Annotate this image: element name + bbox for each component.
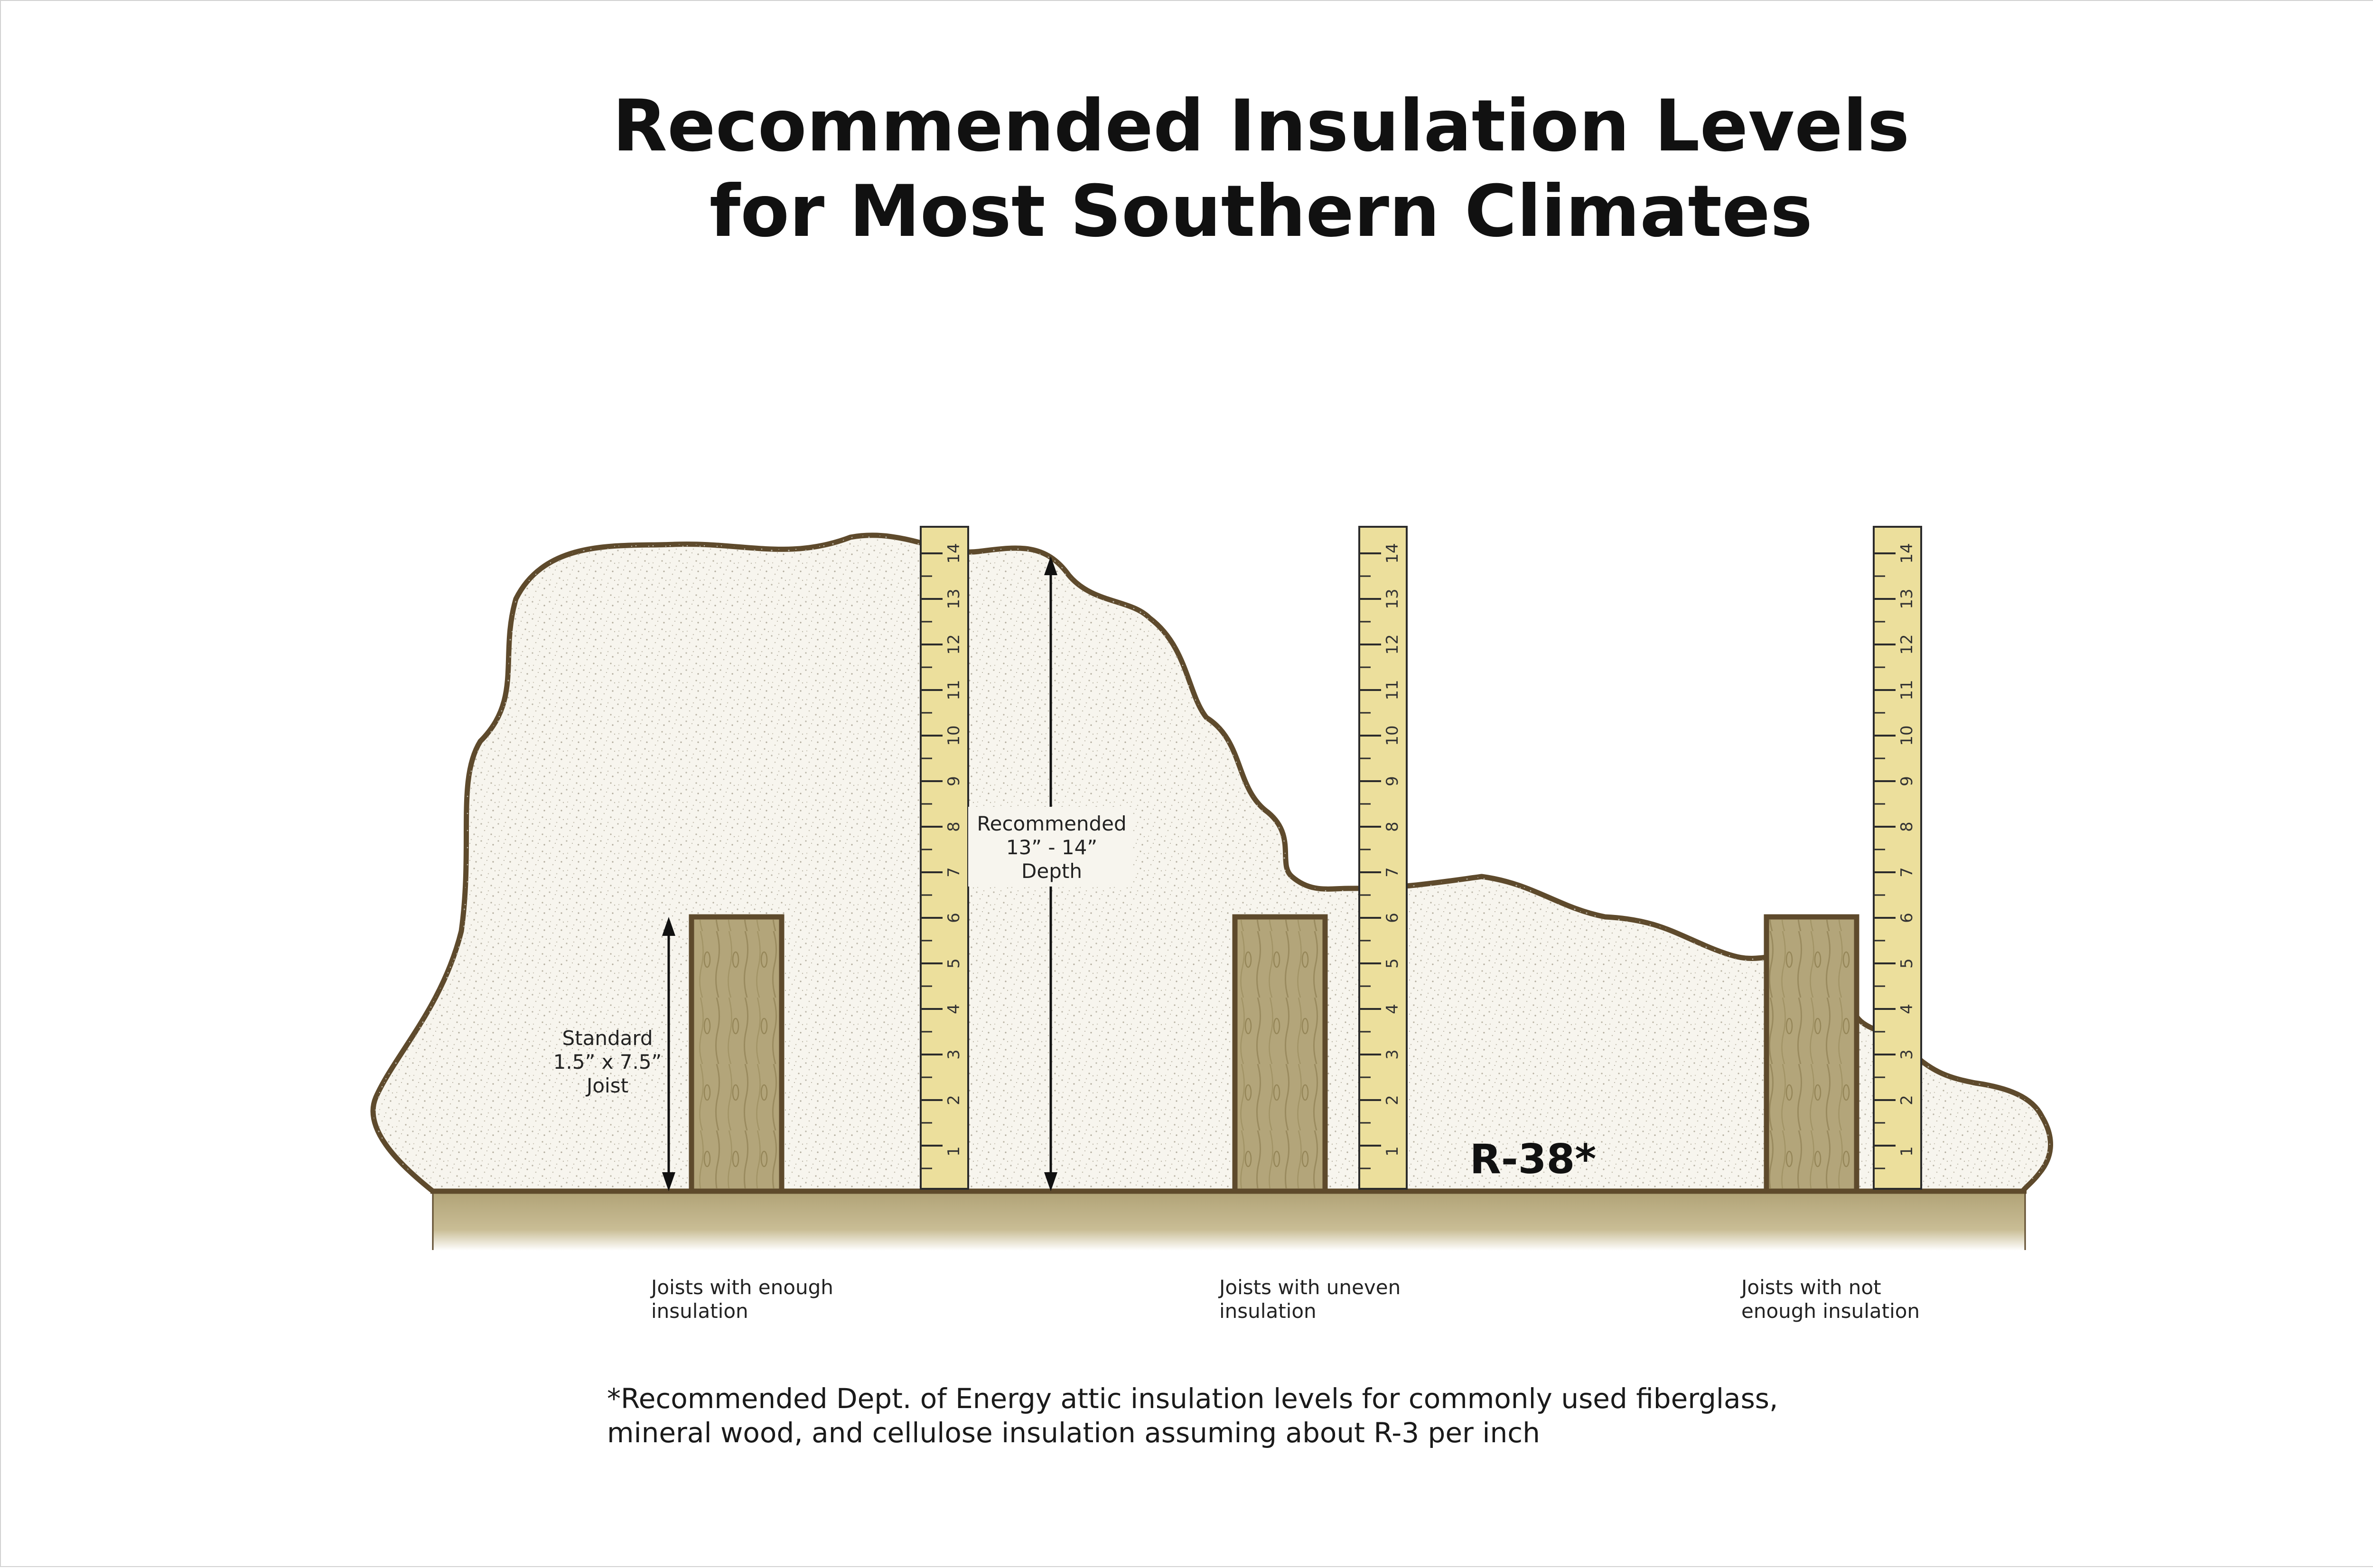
title-line-1: Recommended Insulation Levels (612, 85, 1909, 168)
ruler-mark-label: 11 (944, 680, 963, 700)
title-line-2: for Most Southern Climates (710, 170, 1812, 253)
ruler-mark-label: 13 (1383, 588, 1402, 609)
ruler-mark-label: 13 (944, 588, 963, 609)
ruler-mark-label: 2 (1383, 1095, 1402, 1105)
caption-enough-line-2: insulation (651, 1299, 748, 1323)
ruler-mark-label: 6 (1383, 913, 1402, 923)
ruler-mark-label: 13 (1897, 588, 1916, 609)
ruler-mark-label: 14 (1897, 543, 1916, 563)
ruler-mark-label: 5 (1383, 958, 1402, 969)
joist-1 (689, 914, 785, 1194)
ruler-mark-label: 8 (1383, 821, 1402, 832)
ruler-mark-label: 1 (944, 1146, 963, 1157)
caption-enough-line-1: Joists with enough (650, 1276, 833, 1299)
depth-label-backdrop (968, 807, 1132, 887)
footnote-line-1: *Recommended Dept. of Energy attic insul… (607, 1382, 1778, 1415)
ruler-mark-label: 10 (1897, 725, 1916, 746)
joist-label-line-3: Joist (585, 1074, 628, 1097)
r-value-label: R-38* (1470, 1136, 1597, 1183)
ruler-mark-label: 6 (944, 913, 963, 923)
ruler-mark-label: 12 (944, 634, 963, 654)
ruler-mark-label: 9 (1897, 776, 1916, 786)
ruler-mark-label: 9 (1383, 776, 1402, 786)
ruler-mark-label: 4 (1383, 1004, 1402, 1014)
ruler-mark-label: 9 (944, 776, 963, 786)
ruler-mark-label: 4 (1897, 1004, 1916, 1014)
ruler-mark-label: 4 (944, 1004, 963, 1014)
ruler-mark-label: 12 (1383, 634, 1402, 654)
ruler-mark-label: 7 (1897, 867, 1916, 877)
ruler-mark-label: 1 (1897, 1146, 1916, 1157)
joist-label-line-1: Standard (562, 1027, 653, 1050)
joist-height-arrow (662, 917, 675, 1191)
joist-3 (1764, 914, 1859, 1194)
depth-label-line-1: Recommended (977, 812, 1126, 835)
ruler-mark-label: 3 (1383, 1049, 1402, 1060)
ruler-body (1358, 526, 1408, 1190)
caption-not-enough-line-1: Joists with not (1740, 1276, 1881, 1299)
ruler-body (1873, 526, 1922, 1190)
caption-not-enough-line-2: enough insulation (1741, 1299, 1920, 1323)
ruler-body (920, 526, 969, 1190)
ruler-mark-label: 10 (944, 725, 963, 746)
ruler-mark-label: 8 (1897, 821, 1916, 832)
joist-2 (1232, 914, 1328, 1194)
ruler-mark-label: 8 (944, 821, 963, 832)
ruler-mark-label: 2 (944, 1095, 963, 1105)
ruler-mark-label: 12 (1897, 634, 1916, 654)
ruler-mark-label: 1 (1383, 1146, 1402, 1157)
ruler-mark-label: 7 (944, 867, 963, 877)
ruler-mark-label: 11 (1897, 680, 1916, 700)
ruler-mark-label: 5 (944, 958, 963, 969)
ruler-mark-label: 14 (944, 543, 963, 563)
ruler-mark-label: 14 (1383, 543, 1402, 563)
ruler-mark-label: 2 (1897, 1095, 1916, 1105)
ceiling-floor (433, 1191, 2025, 1251)
depth-label-line-3: Depth (1021, 859, 1082, 883)
ruler-mark-label: 7 (1383, 867, 1402, 877)
caption-uneven-line-2: insulation (1219, 1299, 1317, 1323)
ruler-mark-label: 10 (1383, 725, 1402, 746)
ruler-mark-label: 3 (944, 1049, 963, 1060)
caption-uneven-line-1: Joists with uneven (1218, 1276, 1401, 1299)
ruler-mark-label: 5 (1897, 958, 1916, 969)
joist-label-line-2: 1.5” x 7.5” (553, 1050, 662, 1073)
depth-label-line-2: 13” - 14” (1006, 836, 1097, 859)
footnote-line-2: mineral wood, and cellulose insulation a… (607, 1417, 1540, 1449)
ruler-mark-label: 6 (1897, 913, 1916, 923)
ruler-mark-label: 11 (1383, 680, 1402, 700)
ruler-mark-label: 3 (1897, 1049, 1916, 1060)
